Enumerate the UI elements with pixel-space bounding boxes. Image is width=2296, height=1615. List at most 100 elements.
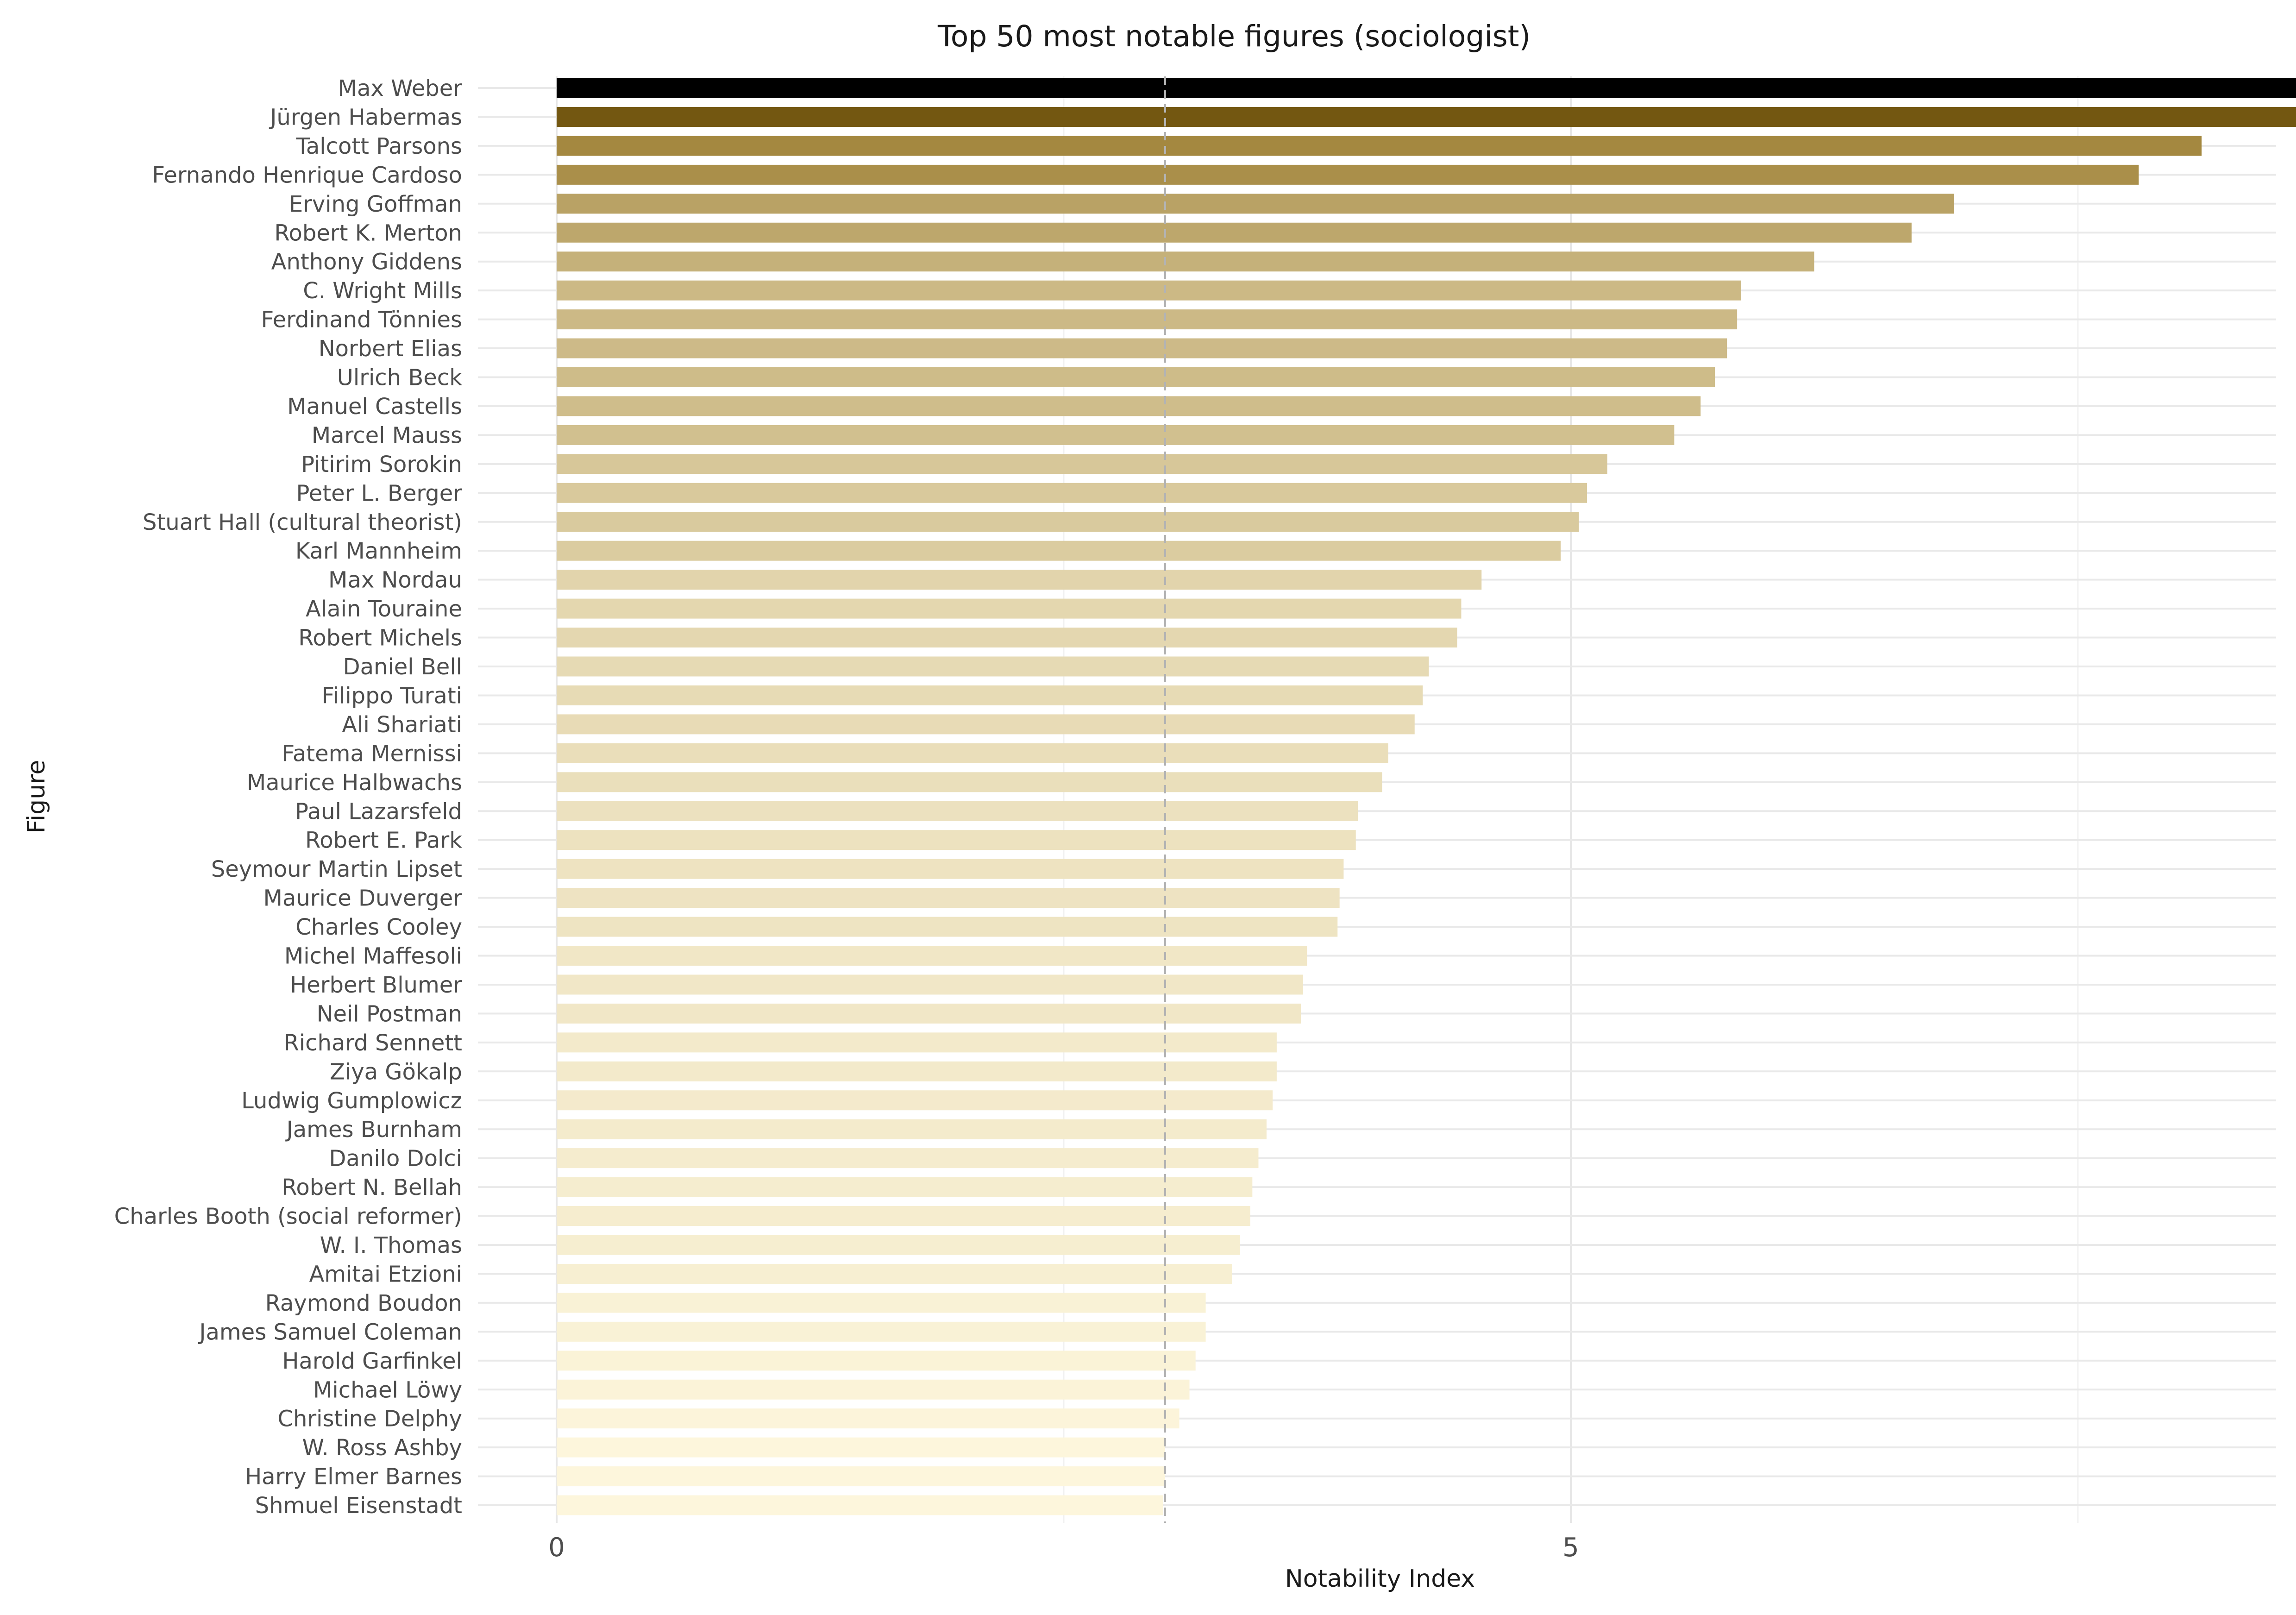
y-tick-label: Ziya Gökalp [330, 1059, 462, 1085]
y-tick-label: Robert K. Merton [274, 220, 462, 246]
y-tick-labels: Max Weber Jürgen Habermas Talcott Parsons F… [114, 75, 463, 1519]
y-tick-label: Anthony Giddens [271, 249, 462, 275]
y-axis-title: Figure [23, 760, 50, 834]
y-tick-label: Robert Michels [298, 625, 462, 651]
bar [557, 1293, 1206, 1313]
bar [557, 280, 1741, 301]
bar [557, 1061, 1277, 1081]
bar [557, 1003, 1301, 1024]
y-tick-label: James Burnham [285, 1117, 462, 1143]
y-tick-label: W. Ross Ashby [302, 1435, 462, 1461]
y-tick-label: Charles Booth (social reformer) [114, 1204, 462, 1230]
bar [557, 1148, 1259, 1169]
y-tick-label: Erving Goffman [289, 191, 462, 217]
reference-lines [1164, 76, 1166, 1523]
bar [557, 1466, 1165, 1487]
y-tick-label: Max Nordau [328, 567, 462, 593]
bar [557, 338, 1727, 358]
bar [557, 656, 1429, 677]
bar [557, 251, 1814, 272]
y-tick-label: Harold Garfinkel [282, 1348, 462, 1374]
y-tick-label: Daniel Bell [343, 654, 462, 680]
bar [557, 714, 1415, 735]
bar [557, 1119, 1267, 1139]
bar [557, 1379, 1190, 1400]
y-tick-label: Jürgen Habermas [269, 104, 462, 130]
bar [557, 164, 2139, 185]
y-tick-label: Talcott Parsons [295, 133, 462, 159]
bar [557, 946, 1307, 966]
bar [557, 222, 1912, 243]
y-tick-label: Max Weber [338, 75, 463, 101]
bar [557, 1408, 1179, 1429]
y-tick-label: James Samuel Coleman [198, 1319, 462, 1345]
y-tick-label: Ali Shariati [342, 712, 462, 738]
bar [557, 483, 1587, 503]
bar [557, 801, 1358, 821]
bar [557, 743, 1388, 763]
bar [557, 1495, 1163, 1515]
y-tick-label: Christine Delphy [277, 1406, 462, 1432]
bar [557, 974, 1303, 995]
y-tick-label: Ulrich Beck [337, 365, 462, 391]
bar [557, 917, 1338, 937]
bar [557, 598, 1462, 619]
y-tick-label: W. I. Thomas [320, 1232, 462, 1258]
y-tick-label: Manuel Castells [287, 394, 462, 420]
bar [557, 1263, 1232, 1284]
y-tick-label: Charles Cooley [295, 914, 462, 940]
y-tick-label: Fatema Mernissi [282, 741, 462, 767]
y-tick-label: Harry Elmer Barnes [245, 1464, 462, 1490]
bar [557, 194, 1954, 214]
y-tick-label: Maurice Halbwachs [247, 770, 462, 796]
y-tick-label: Karl Mannheim [295, 538, 462, 564]
y-tick-label: Michel Maffesoli [284, 943, 462, 969]
y-tick-label: Amitai Etzioni [309, 1261, 462, 1287]
y-tick-label: Robert E. Park [305, 828, 462, 854]
y-tick-label: Norbert Elias [319, 336, 462, 362]
y-tick-label: Shmuel Eisenstadt [255, 1493, 462, 1519]
bar [557, 540, 1561, 561]
bar [557, 772, 1382, 792]
y-tick-label: Peter L. Berger [296, 480, 463, 506]
bar [557, 425, 1675, 445]
bar [557, 888, 1340, 908]
bar [557, 685, 1423, 705]
y-tick-label: Paul Lazarsfeld [295, 798, 462, 824]
y-tick-label: Herbert Blumer [290, 972, 462, 998]
bar [557, 78, 2296, 98]
bar [557, 107, 2296, 127]
y-tick-label: C. Wright Mills [303, 278, 462, 304]
y-tick-label: Ludwig Gumplowicz [241, 1088, 462, 1114]
bar [557, 136, 2202, 156]
x-tick-label: 0 [548, 1533, 565, 1563]
bar [557, 628, 1457, 648]
bar [557, 454, 1607, 474]
bar [557, 1206, 1250, 1226]
bar [557, 512, 1579, 532]
y-tick-label: Danilo Dolci [329, 1146, 462, 1172]
x-tick-labels: 051015 [548, 1533, 1579, 1563]
y-tick-label: Richard Sennett [283, 1030, 462, 1056]
bar [557, 309, 1738, 330]
bar [557, 1235, 1241, 1255]
bar [557, 1090, 1273, 1111]
bar [557, 1321, 1206, 1342]
y-tick-label: Robert N. Bellah [282, 1175, 462, 1200]
y-tick-label: Seymour Martin Lipset [211, 856, 462, 882]
bar [557, 367, 1715, 387]
y-tick-label: Neil Postman [317, 1001, 462, 1027]
x-tick-label: 5 [1562, 1533, 1579, 1563]
y-tick-label: Fernando Henrique Cardoso [152, 162, 462, 188]
chart-title: Top 50 most notable figures (sociologist… [937, 19, 1531, 53]
y-tick-label: Ferdinand Tönnies [261, 307, 462, 333]
bar [557, 859, 1344, 879]
y-tick-label: Pitirim Sorokin [301, 452, 462, 478]
bar [557, 1032, 1277, 1053]
bar [557, 1437, 1165, 1458]
y-tick-label: Stuart Hall (cultural theorist) [143, 509, 462, 535]
bar [557, 1177, 1253, 1197]
y-tick-label: Alain Touraine [306, 596, 462, 622]
